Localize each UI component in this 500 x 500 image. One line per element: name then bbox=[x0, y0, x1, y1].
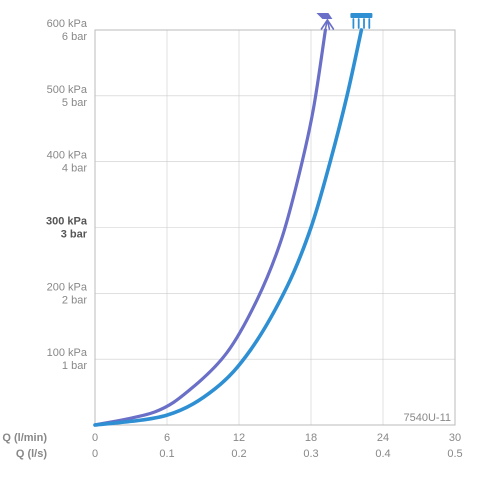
y-tick-kpa: 500 kPa bbox=[47, 84, 88, 96]
x-tick-ls: 0.5 bbox=[447, 448, 462, 460]
pressure-flow-chart: 100 kPa1 bar 200 kPa2 bar 300 kPa3 bar 400 … bbox=[0, 0, 500, 500]
x-tick-ls: 0.2 bbox=[231, 448, 246, 460]
y-tick-kpa: 600 kPa bbox=[47, 18, 88, 30]
x-tick-lmin: 30 bbox=[449, 432, 461, 444]
x-tick-ls: 0 bbox=[92, 448, 98, 460]
x-unit-lmin: Q (l/min) bbox=[2, 432, 47, 444]
x-tick-ls: 0.1 bbox=[159, 448, 174, 460]
y-tick-bar: 3 bar bbox=[61, 229, 88, 241]
reference-label: 7540U-11 bbox=[404, 412, 452, 424]
y-tick-kpa: 400 kPa bbox=[47, 150, 88, 162]
y-tick-kpa: 200 kPa bbox=[47, 281, 88, 293]
x-tick-ls: 0.3 bbox=[303, 448, 318, 460]
x-tick-lmin: 12 bbox=[233, 432, 245, 444]
x-tick-lmin: 6 bbox=[164, 432, 170, 444]
x-tick-lmin: 24 bbox=[377, 432, 389, 444]
y-tick-kpa: 300 kPa bbox=[46, 216, 88, 228]
x-tick-lmin: 18 bbox=[305, 432, 317, 444]
x-tick-ls: 0.4 bbox=[375, 448, 390, 460]
x-tick-lmin: 0 bbox=[92, 432, 98, 444]
y-tick-bar: 1 bar bbox=[62, 360, 87, 372]
y-tick-bar: 5 bar bbox=[62, 97, 87, 109]
y-tick-bar: 4 bar bbox=[62, 163, 87, 175]
y-tick-bar: 6 bar bbox=[62, 31, 87, 43]
y-tick-kpa: 100 kPa bbox=[47, 347, 88, 359]
y-tick-bar: 2 bar bbox=[62, 294, 87, 306]
x-unit-ls: Q (l/s) bbox=[16, 448, 48, 460]
